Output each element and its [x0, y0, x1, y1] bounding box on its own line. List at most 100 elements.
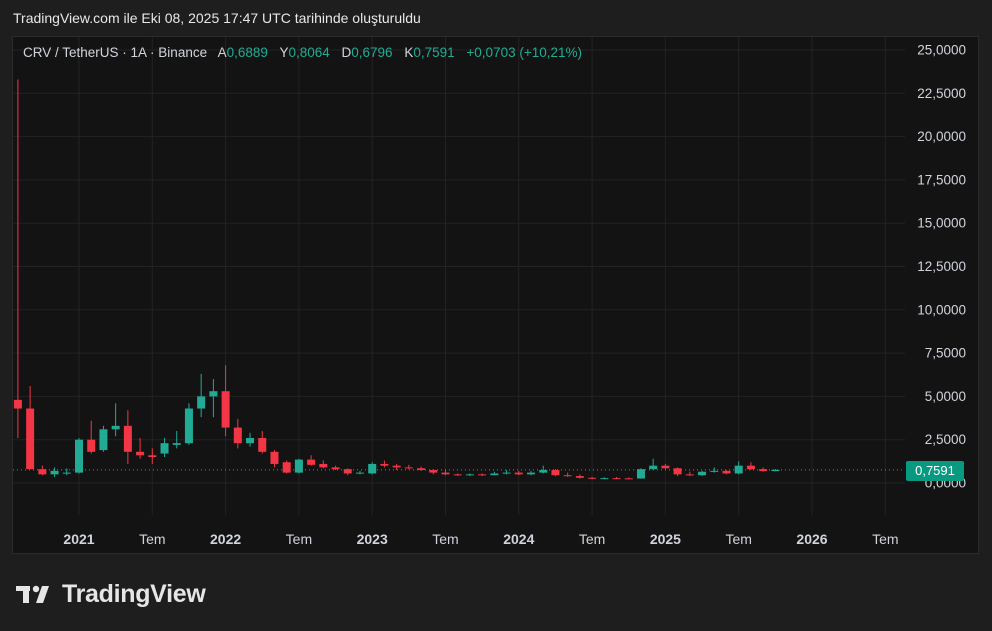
candle[interactable]	[771, 469, 780, 472]
candle[interactable]	[575, 474, 584, 479]
y-tick-label: 20,0000	[917, 129, 966, 144]
tradingview-logo[interactable]: TradingView	[16, 578, 206, 610]
candle-body	[624, 478, 633, 480]
candle[interactable]	[331, 465, 340, 471]
candle[interactable]	[343, 468, 352, 476]
candle[interactable]	[368, 462, 377, 475]
candle-body	[270, 451, 279, 464]
candle-body	[392, 465, 401, 468]
candle[interactable]	[197, 373, 206, 418]
candle[interactable]	[62, 468, 71, 476]
candle-body	[710, 470, 719, 472]
candle-body	[319, 463, 328, 468]
candle[interactable]	[624, 477, 633, 480]
grid-lines	[13, 37, 905, 515]
candle[interactable]	[380, 460, 389, 468]
candle[interactable]	[50, 467, 59, 477]
candle-body	[184, 408, 193, 444]
candle[interactable]	[160, 437, 169, 458]
candle[interactable]	[551, 469, 560, 477]
candle[interactable]	[661, 463, 670, 470]
candle[interactable]	[392, 463, 401, 471]
candle-body	[759, 469, 768, 472]
candle[interactable]	[588, 476, 597, 480]
candle[interactable]	[75, 437, 83, 474]
candle-body	[771, 469, 780, 472]
candle[interactable]	[99, 425, 108, 452]
candle[interactable]	[441, 469, 450, 476]
candle[interactable]	[698, 470, 707, 477]
candle[interactable]	[282, 460, 291, 474]
candle[interactable]	[233, 418, 242, 449]
candle-series	[13, 79, 780, 480]
candle-body	[490, 473, 499, 476]
candle[interactable]	[417, 466, 426, 471]
last-price-tag: 0,7591	[906, 461, 964, 481]
candle[interactable]	[746, 462, 755, 471]
candle[interactable]	[429, 469, 438, 475]
candle[interactable]	[539, 465, 548, 474]
candle[interactable]	[26, 386, 35, 470]
candle-body	[453, 474, 462, 476]
symbol-label[interactable]: CRV / TetherUS · 1A · Binance	[23, 45, 208, 60]
candle[interactable]	[685, 471, 694, 477]
candle-body	[563, 475, 572, 477]
candle[interactable]	[307, 455, 316, 466]
candle[interactable]	[355, 470, 364, 475]
candle-body	[612, 478, 621, 480]
candle[interactable]	[148, 448, 157, 464]
y-tick-label: 7,5000	[925, 346, 966, 361]
candle[interactable]	[600, 477, 609, 480]
candle[interactable]	[136, 437, 145, 459]
candle[interactable]	[734, 461, 743, 475]
candle[interactable]	[478, 473, 487, 477]
candle-body	[527, 472, 536, 475]
candle[interactable]	[612, 476, 621, 480]
candle-body	[13, 399, 22, 409]
candle[interactable]	[490, 471, 499, 476]
chart-panel[interactable]	[12, 36, 979, 554]
candle-body	[722, 470, 731, 474]
low-value: 0,6796	[351, 45, 393, 60]
candle[interactable]	[172, 431, 181, 449]
candle-body	[99, 429, 108, 451]
candle-body	[343, 469, 352, 474]
candle[interactable]	[453, 473, 462, 477]
open-label: A	[217, 45, 227, 60]
candle[interactable]	[221, 365, 230, 437]
close-label: K	[404, 45, 414, 60]
candle[interactable]	[636, 468, 645, 479]
candle[interactable]	[111, 403, 120, 437]
price-axis: 0,00002,50005,00007,500010,000012,500015…	[917, 43, 966, 491]
candle[interactable]	[123, 410, 132, 464]
candle[interactable]	[563, 472, 572, 477]
tradingview-icon	[16, 585, 49, 603]
change-value: +0,0703 (+10,21%)	[466, 45, 582, 60]
candle[interactable]	[514, 470, 523, 476]
candle-body	[197, 396, 206, 409]
candle[interactable]	[209, 379, 218, 418]
candle[interactable]	[404, 464, 413, 470]
candle[interactable]	[87, 420, 96, 454]
candle[interactable]	[759, 467, 768, 472]
x-tick-label: Tem	[872, 531, 898, 547]
candle[interactable]	[673, 467, 682, 477]
candle[interactable]	[465, 473, 474, 477]
candle[interactable]	[258, 431, 267, 454]
candle[interactable]	[502, 470, 511, 475]
candle[interactable]	[270, 450, 279, 468]
candle[interactable]	[527, 470, 536, 476]
candle-body	[62, 472, 71, 474]
candle[interactable]	[38, 465, 47, 476]
candle-body	[331, 467, 340, 470]
candle[interactable]	[246, 432, 255, 447]
candle[interactable]	[722, 470, 731, 475]
candle[interactable]	[710, 467, 719, 473]
candle[interactable]	[319, 460, 328, 469]
candle[interactable]	[13, 79, 22, 438]
candle-body	[514, 472, 523, 475]
candle[interactable]	[184, 403, 193, 445]
candle[interactable]	[294, 458, 303, 474]
candle[interactable]	[649, 458, 658, 471]
